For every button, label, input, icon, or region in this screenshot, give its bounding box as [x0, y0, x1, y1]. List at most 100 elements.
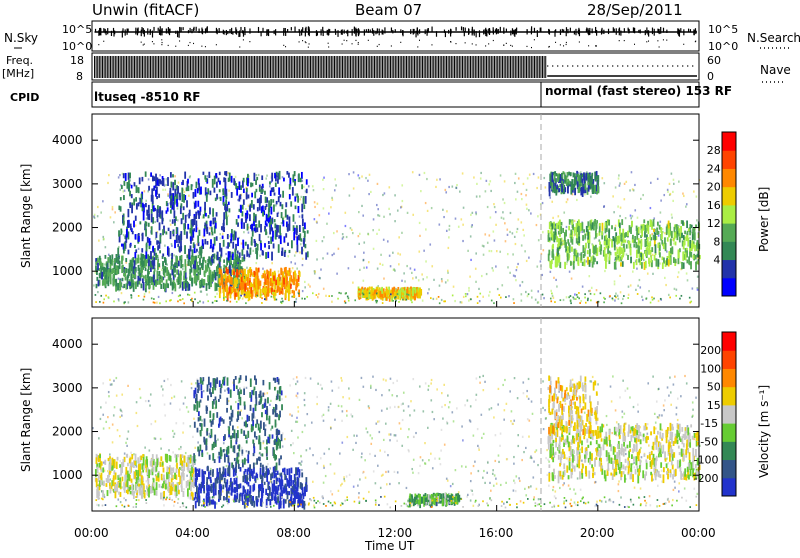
power-cell: [225, 212, 227, 219]
nsky-bar: [168, 29, 169, 34]
power-ground-point: [679, 298, 681, 300]
nsky-point: [358, 42, 359, 43]
power-cell: [210, 191, 212, 196]
velocity-scatter-point: [139, 388, 141, 390]
power-cell: [212, 274, 214, 281]
nsky-point: [503, 45, 504, 46]
power-scatter-point: [486, 273, 488, 275]
velocity-scatter-point: [481, 437, 483, 439]
power-cell: [241, 249, 243, 255]
power-scatter-point: [648, 290, 650, 292]
velocity-scatter-point: [346, 475, 348, 477]
power-cell: [222, 188, 224, 195]
velocity-scatter-point: [309, 447, 311, 449]
power-scatter-point: [365, 177, 367, 179]
power-cell: [571, 247, 573, 252]
power-cell: [276, 201, 278, 204]
power-cell: [225, 171, 227, 176]
power-cell: [678, 249, 680, 256]
power-cell: [214, 188, 216, 193]
power-scatter-point: [410, 267, 412, 269]
velocity-scatter-point: [305, 377, 307, 379]
nsky-tick-bottom: 10^0: [62, 40, 92, 53]
power-cell: [561, 222, 563, 226]
power-cell: [254, 227, 256, 231]
nsky-bar: [455, 27, 456, 31]
power-cell: [589, 260, 591, 264]
power-scatter-point: [121, 292, 123, 294]
power-scatter-point: [658, 235, 660, 237]
velocity-scatter-point: [383, 439, 385, 441]
velocity-scatter-point: [542, 380, 544, 382]
nsky-bar: [143, 28, 144, 34]
power-scatter-point: [650, 207, 652, 209]
power-cell: [691, 243, 693, 251]
velocity-scatter-point: [470, 472, 472, 474]
power-cell: [131, 194, 133, 198]
nsky-point: [342, 43, 343, 44]
power-cell: [624, 233, 626, 238]
velocity-scatter-point: [673, 489, 675, 491]
power-scatter-point: [302, 290, 304, 292]
power-cell: [126, 182, 128, 189]
power-ground-point: [363, 293, 365, 295]
velocity-scatter-point: [467, 494, 469, 496]
velocity-scatter-point: [217, 439, 219, 441]
power-cell: [177, 186, 179, 194]
velocity-scatter-point: [128, 430, 130, 432]
power-scatter-point: [447, 272, 449, 274]
power-ground-point: [99, 301, 101, 303]
velocity-scatter-point: [502, 384, 504, 386]
velocity-scatter-point: [403, 392, 405, 394]
power-cell: [185, 215, 187, 223]
velocity-scatter-point: [394, 434, 396, 436]
power-cell: [269, 226, 271, 234]
power-scatter-point: [331, 197, 333, 199]
power-cell: [301, 204, 303, 213]
velocity-scatter-point: [353, 435, 355, 437]
power-scatter-point: [258, 174, 260, 176]
velocity-scatter-point: [677, 398, 679, 400]
power-cell: [129, 202, 131, 208]
velocity-scatter-point: [237, 426, 239, 428]
power-cell: [170, 172, 172, 178]
power-cell: [618, 235, 620, 243]
velocity-scatter-point: [482, 375, 484, 377]
power-ground-point: [491, 300, 493, 302]
power-cell: [659, 245, 661, 251]
power-scatter-point: [471, 224, 473, 226]
power-cell: [580, 175, 582, 183]
power-cell: [653, 229, 655, 232]
velocity-scatter-point: [304, 399, 306, 401]
power-ground-point: [493, 302, 495, 304]
power-ground-point: [103, 302, 105, 304]
velocity-scatter-point: [498, 388, 500, 390]
power-scatter-point: [93, 284, 95, 286]
power-cell: [689, 248, 691, 251]
power-ground-point: [402, 299, 404, 301]
power-cell: [562, 228, 564, 233]
power-cell: [159, 222, 161, 230]
power-cell: [274, 219, 276, 222]
power-cell: [257, 286, 259, 290]
power-cell: [402, 289, 404, 293]
power-ground-point: [609, 295, 611, 297]
power-cell: [180, 259, 182, 268]
power-scatter-point: [220, 237, 222, 239]
power-cell: [662, 257, 664, 261]
velocity-scatter-point: [353, 486, 355, 488]
power-cell: [593, 246, 595, 255]
power-ground-point: [579, 302, 581, 304]
power-scatter-point: [219, 233, 221, 235]
power-cell: [104, 255, 106, 259]
power-scatter-point: [363, 267, 365, 269]
velocity-scatter-point: [330, 463, 332, 465]
power-scatter-point: [567, 198, 569, 200]
power-cell: [252, 183, 254, 187]
power-ground-point: [226, 300, 228, 302]
power-scatter-point: [333, 232, 335, 234]
velocity-scatter-point: [464, 404, 466, 406]
power-cell: [217, 252, 219, 260]
power-cell: [286, 274, 288, 282]
power-cell: [567, 246, 569, 253]
